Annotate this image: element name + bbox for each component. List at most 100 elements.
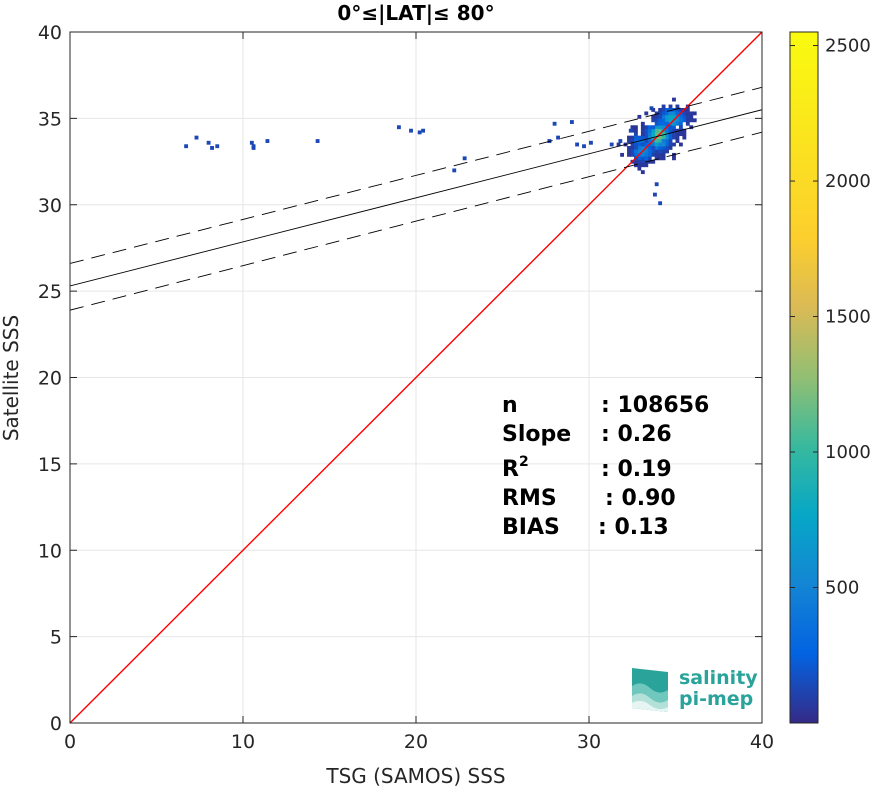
density-cell — [644, 111, 649, 116]
density-cell — [672, 114, 676, 119]
scatter-cell — [194, 135, 199, 140]
density-cell — [633, 139, 638, 143]
density-cell — [640, 121, 645, 126]
density-cell — [647, 149, 652, 154]
density-cell — [647, 146, 652, 150]
density-cell — [651, 128, 656, 133]
density-cell — [644, 156, 649, 161]
density-cell — [640, 125, 645, 130]
density-cell — [675, 111, 680, 116]
density-cell — [661, 139, 666, 143]
logo-line1: salinity — [679, 667, 758, 689]
density-cell — [658, 142, 663, 147]
scatter-cell — [556, 135, 560, 140]
density-cell — [672, 121, 676, 126]
density-cell — [658, 125, 663, 130]
density-cell — [672, 128, 676, 133]
density-cell — [647, 159, 652, 164]
scatter-cell — [653, 192, 657, 197]
density-cell — [654, 156, 659, 161]
y-axis-label: Satellite SSS — [0, 315, 23, 441]
density-cell — [668, 108, 673, 112]
x-tick-label: 30 — [577, 731, 601, 753]
scatter-cell — [452, 168, 457, 173]
density-cell — [661, 121, 666, 126]
scatter-cell — [215, 144, 220, 149]
density-cell — [633, 152, 638, 157]
x-tick-label: 20 — [404, 731, 428, 753]
density-cell — [640, 146, 645, 150]
density-cell — [668, 135, 673, 140]
density-cell — [678, 121, 683, 126]
density-cell — [672, 125, 676, 130]
density-cell — [675, 108, 680, 112]
density-cell — [665, 121, 669, 126]
density-cell — [630, 135, 635, 140]
stat-value: : 0.26 — [601, 422, 672, 447]
density-cell — [640, 156, 645, 161]
density-cell — [627, 139, 631, 143]
stat-value: : 0.19 — [601, 457, 672, 482]
y-tick-label: 10 — [38, 540, 62, 562]
density-cell — [658, 114, 663, 119]
density-cell — [651, 152, 656, 157]
scatter-cell — [609, 142, 614, 147]
scatter-cell — [210, 146, 214, 150]
scatter-cell — [618, 139, 623, 143]
colorbar-tick-label: 1000 — [825, 442, 871, 463]
density-cell — [661, 156, 666, 161]
density-cell — [637, 149, 642, 154]
density-cell — [658, 135, 663, 140]
density-cell — [668, 111, 673, 116]
density-cell — [658, 152, 663, 157]
scatter-cell — [569, 120, 574, 124]
scatter-cell — [654, 182, 659, 187]
density-cell — [647, 135, 652, 140]
regression-upper-line — [70, 86, 762, 264]
density-cell — [672, 97, 676, 102]
density-cell — [668, 132, 673, 137]
scatter-cell — [628, 128, 633, 133]
scatter-cell — [575, 142, 580, 147]
density-cell — [682, 128, 687, 133]
density-cell — [658, 149, 663, 154]
density-cell — [630, 152, 635, 157]
stat-value: : 0.90 — [605, 486, 676, 511]
density-cell — [640, 132, 645, 137]
density-cell — [665, 118, 669, 123]
density-cell — [685, 108, 690, 112]
density-cell — [689, 111, 694, 116]
density-cell — [665, 146, 669, 150]
colorbar-tick-label: 2000 — [825, 171, 871, 192]
density-cell — [633, 135, 638, 140]
salinity-wave-logo-icon — [632, 668, 668, 712]
stat-value: : 108656 — [601, 393, 709, 418]
density-cell — [668, 118, 673, 123]
density-cell — [640, 163, 645, 168]
colorbar-tick-label: 1500 — [825, 307, 871, 328]
density-cell — [620, 152, 624, 157]
density-cell — [637, 166, 642, 171]
chart-title: 0°≤|LAT|≤ 80° — [337, 1, 494, 25]
density-cell — [637, 146, 642, 150]
density-cell — [665, 114, 669, 119]
scatter-cell — [315, 139, 320, 143]
density-cell — [637, 163, 642, 168]
density-cell — [630, 139, 635, 143]
density-cell — [685, 121, 690, 126]
density-cell — [651, 146, 656, 150]
density-cell — [647, 152, 652, 157]
density-cell — [689, 125, 694, 130]
density-cell — [665, 108, 669, 112]
stat-value: : 0.13 — [598, 515, 669, 540]
density-cell — [658, 128, 663, 133]
density-cell — [658, 121, 663, 126]
scatter-cell — [421, 128, 426, 133]
density-cell — [685, 118, 690, 123]
scatter-cell — [409, 128, 413, 133]
density-cell — [644, 163, 649, 168]
density-cell — [675, 132, 680, 137]
scatter-cell — [249, 140, 254, 145]
density-cell — [654, 114, 659, 119]
